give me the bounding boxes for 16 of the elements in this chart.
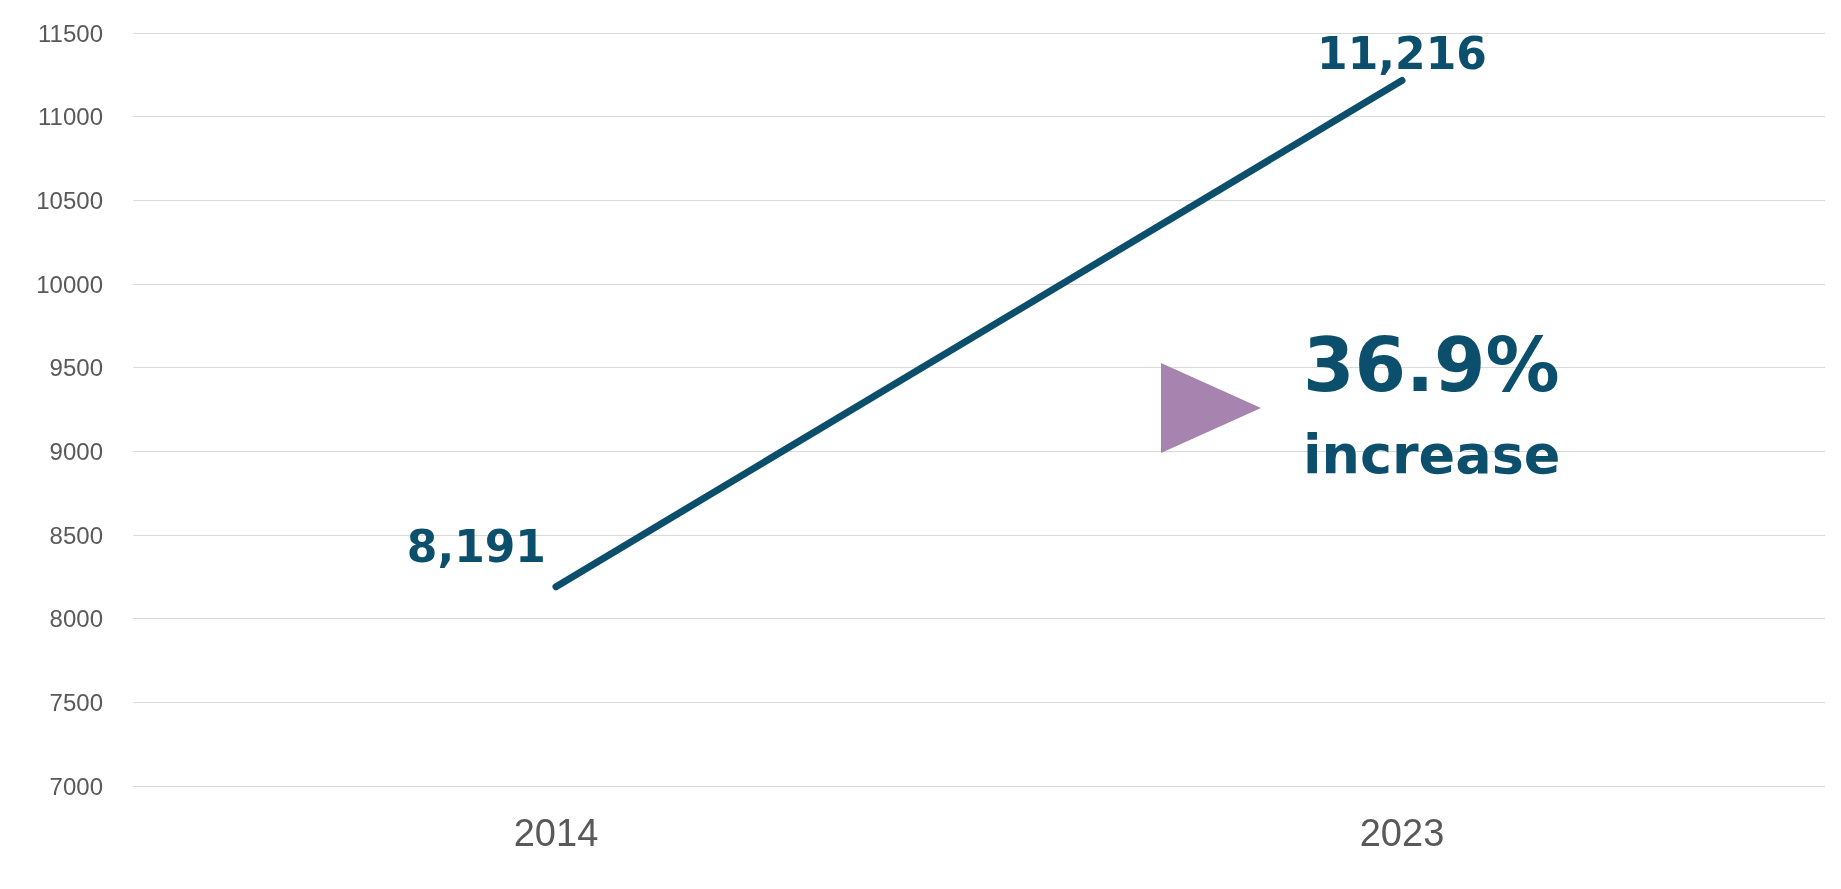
y-tick-label: 8500 — [49, 521, 103, 549]
y-tick-label: 9000 — [49, 437, 103, 465]
y-tick-label: 7000 — [49, 772, 103, 800]
annotation: increase — [1303, 423, 1561, 486]
y-tick-label: 8000 — [49, 605, 103, 633]
data-label: 8,191 — [406, 521, 546, 573]
y-tick-label: 10500 — [36, 186, 103, 214]
y-tick-label: 11500 — [38, 19, 103, 47]
data-label: 11,216 — [1317, 28, 1487, 80]
y-tick-label: 9500 — [49, 354, 103, 382]
annotation: 36.9% — [1303, 322, 1560, 408]
y-tick-label: 7500 — [49, 688, 103, 716]
y-tick-label: 11000 — [38, 103, 103, 131]
x-tick-label: 2014 — [513, 812, 599, 854]
x-tick-label: 2023 — [1359, 812, 1445, 854]
y-tick-label: 10000 — [36, 270, 103, 298]
